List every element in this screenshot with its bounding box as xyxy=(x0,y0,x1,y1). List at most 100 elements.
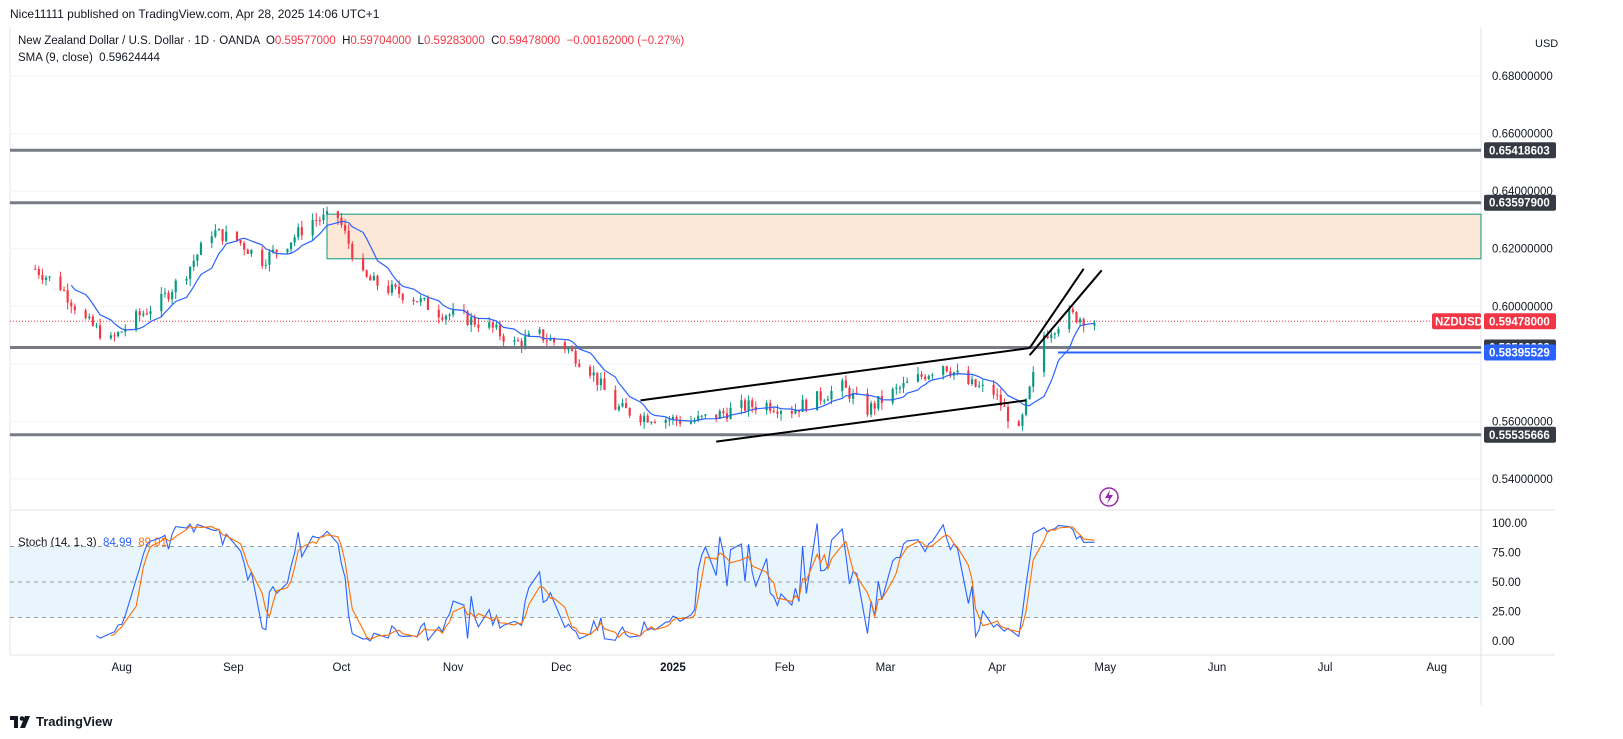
candle-body xyxy=(322,214,325,221)
price-tick-label: 0.62000000 xyxy=(1492,244,1553,256)
candle-body xyxy=(621,403,624,407)
candle-body xyxy=(927,375,930,380)
candle-body xyxy=(852,393,855,399)
candle-body xyxy=(967,370,970,384)
candle-body xyxy=(563,342,566,350)
candle-body xyxy=(931,374,934,376)
candle-body xyxy=(664,419,667,423)
candle-body xyxy=(477,324,480,328)
candle-body xyxy=(163,292,167,294)
candle-body xyxy=(416,301,419,303)
candle-body xyxy=(394,284,397,287)
candle-body xyxy=(441,317,444,320)
candle-body xyxy=(949,371,952,376)
candle-body xyxy=(498,324,502,337)
level-tag: 0.55535666 xyxy=(1489,430,1550,442)
open-label: O xyxy=(265,35,275,47)
candle-body xyxy=(261,249,264,266)
candle-body xyxy=(70,302,73,307)
sma-line xyxy=(70,220,1095,422)
candle-body xyxy=(41,275,44,280)
symbol-title[interactable]: New Zealand Dollar / U.S. Dollar · 1D · … xyxy=(18,35,260,47)
time-tick-label: Mar xyxy=(876,662,896,674)
candle-body xyxy=(596,372,599,386)
open-value: 0.59577000 xyxy=(274,35,336,47)
candle-body xyxy=(877,396,880,409)
candle-body xyxy=(59,276,62,290)
candle-body xyxy=(210,236,213,244)
time-tick-label: Dec xyxy=(551,662,572,674)
stoch-legend[interactable]: Stoch (14, 1, 3) 84.99 89.01 xyxy=(18,537,167,549)
candle-body xyxy=(1024,398,1028,415)
candle-body xyxy=(747,400,750,411)
candle-body xyxy=(297,227,300,238)
candle-body xyxy=(592,372,595,376)
currency-label[interactable]: USD xyxy=(1535,38,1559,50)
footer-brand: TradingView xyxy=(36,714,113,729)
candle-body xyxy=(679,420,682,424)
stoch-k-line xyxy=(96,523,1095,642)
candle-body xyxy=(1071,309,1074,313)
sma-legend[interactable]: SMA (9, close) 0.59624444 xyxy=(18,52,160,64)
candle-body xyxy=(1003,405,1006,407)
candle-body xyxy=(214,230,217,237)
candle-body xyxy=(697,415,700,421)
rising-channel-lower-line xyxy=(1028,269,1103,356)
candle-body xyxy=(614,389,617,410)
blue-level-tag: 0.58395529 xyxy=(1489,347,1550,359)
candle-body xyxy=(91,316,94,326)
candle-body xyxy=(264,264,267,266)
candle-body xyxy=(318,220,321,222)
stoch-tick-label: 100.00 xyxy=(1492,518,1527,530)
candle-body xyxy=(217,229,221,231)
candle-body xyxy=(902,382,905,388)
candle-body xyxy=(66,290,69,303)
candle-body xyxy=(779,411,783,414)
candle-body xyxy=(970,379,974,384)
channel-upper-line xyxy=(640,347,1030,402)
level-tag: 0.63597900 xyxy=(1489,198,1550,210)
candle-body xyxy=(347,230,350,244)
candle-body xyxy=(588,366,592,376)
time-tick-label: Oct xyxy=(333,662,352,674)
candle-body xyxy=(362,258,365,271)
symbol-tag-bg xyxy=(1432,313,1481,330)
candle-body xyxy=(996,394,999,396)
candle-body xyxy=(776,411,779,414)
stoch-d-line xyxy=(110,525,1095,641)
candle-body xyxy=(1093,323,1096,326)
supply-zone xyxy=(326,213,1482,260)
candle-body xyxy=(235,231,239,241)
candle-body xyxy=(942,366,945,375)
candle-body xyxy=(570,348,574,351)
candle-body xyxy=(1042,335,1046,373)
candle-body xyxy=(160,293,163,312)
time-tick-label: Jul xyxy=(1318,662,1333,674)
candle-body xyxy=(819,391,822,401)
candle-body xyxy=(567,348,570,350)
candle-body xyxy=(452,309,455,315)
high-label: H xyxy=(342,35,351,47)
stoch-d-value: 89.01 xyxy=(138,537,167,549)
candle-body xyxy=(1050,334,1053,339)
candle-body xyxy=(898,387,902,389)
candle-body xyxy=(199,243,203,255)
candle-body xyxy=(873,403,876,409)
candle-body xyxy=(542,329,545,341)
candle-body xyxy=(192,260,195,267)
candle-body xyxy=(390,284,393,293)
candle-body xyxy=(286,248,289,253)
candle-body xyxy=(978,385,981,387)
publish-info: Nice11111 published on TradingView.com, … xyxy=(10,7,380,21)
candle-body xyxy=(495,324,498,328)
candle-body xyxy=(718,411,721,419)
candle-body xyxy=(98,325,102,339)
candle-body xyxy=(271,249,275,252)
candle-body xyxy=(426,298,430,310)
candle-body xyxy=(1046,335,1049,339)
candle-body xyxy=(221,229,224,242)
candle-body xyxy=(1068,309,1071,330)
candle-body xyxy=(805,399,808,411)
symbol-tag: NZDUSD xyxy=(1435,316,1483,328)
